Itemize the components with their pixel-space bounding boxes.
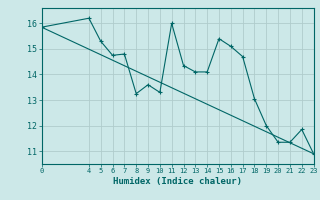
X-axis label: Humidex (Indice chaleur): Humidex (Indice chaleur) (113, 177, 242, 186)
